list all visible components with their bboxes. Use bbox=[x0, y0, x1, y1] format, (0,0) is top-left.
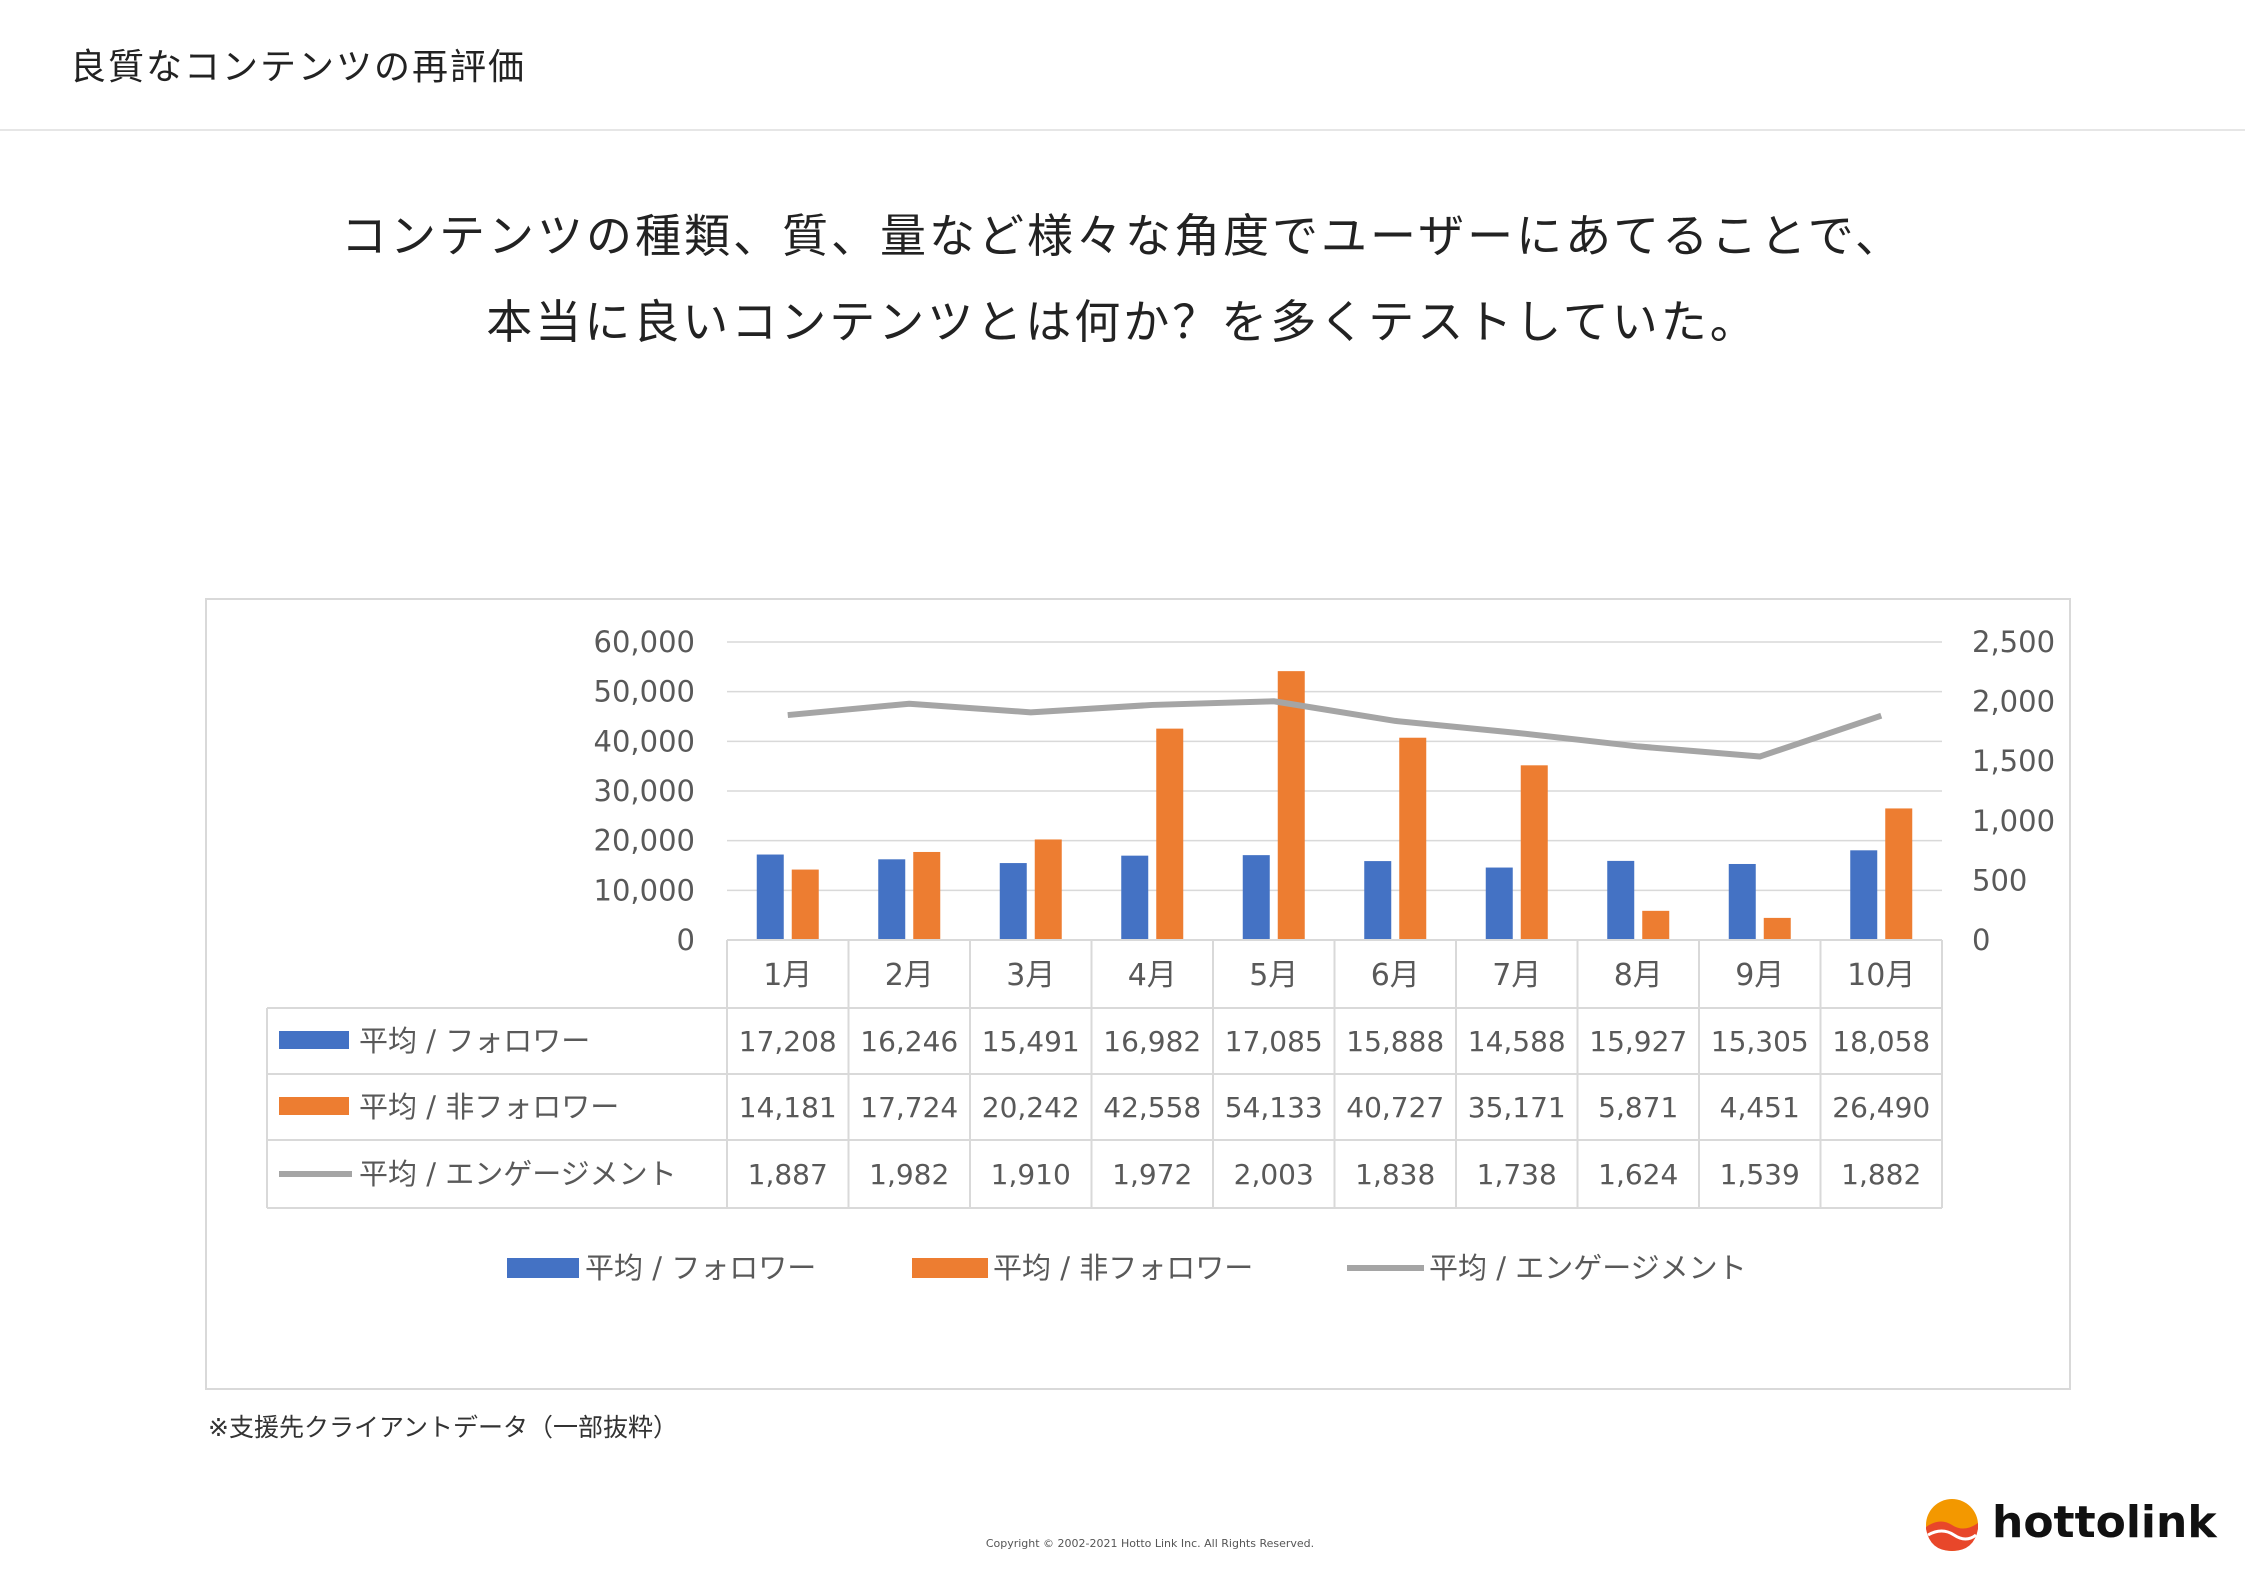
table-cell-value: 15,888 bbox=[1346, 1025, 1444, 1058]
bar-non-follower bbox=[1520, 765, 1548, 940]
y-right-tick-label: 1,000 bbox=[1972, 804, 2055, 838]
table-cell-value: 16,982 bbox=[1103, 1025, 1201, 1058]
source-note: ※支援先クライアントデータ（一部抜粋） bbox=[208, 1413, 678, 1442]
table-cell-value: 17,085 bbox=[1225, 1025, 1323, 1058]
table-cell-value: 17,208 bbox=[739, 1025, 837, 1058]
y-left-tick-label: 0 bbox=[677, 923, 695, 957]
subtitle-line-1: コンテンツの種類、質、量など様々な角度でユーザーにあてることで、 bbox=[341, 209, 1904, 263]
bar-follower bbox=[1607, 860, 1635, 940]
table-cell-value: 16,246 bbox=[860, 1025, 958, 1058]
table-cell-value: 15,305 bbox=[1711, 1025, 1809, 1058]
bar-follower bbox=[1850, 850, 1878, 940]
y-right-tick-label: 0 bbox=[1972, 923, 1990, 957]
bar-follower bbox=[1485, 867, 1513, 940]
x-category-label: 7月 bbox=[1492, 958, 1541, 993]
combo-chart: 0 10,000 20,000 30,000 40,000 50,000 60,000 0 50… bbox=[266, 625, 2055, 1285]
table-cell-value: 1,910 bbox=[991, 1158, 1071, 1191]
table-cell-value: 17,724 bbox=[860, 1091, 958, 1124]
y-left-tick-label: 50,000 bbox=[594, 675, 695, 709]
table-cell-value: 5,871 bbox=[1598, 1091, 1678, 1124]
table-cell-value: 1,887 bbox=[748, 1158, 828, 1191]
legend-label-non-follower: 平均 / 非フォロワー bbox=[993, 1251, 1253, 1285]
legend-swatch-follower bbox=[507, 1258, 579, 1278]
table-series-name: 平均 / 非フォロワー bbox=[359, 1090, 619, 1124]
chart-frame: 0 10,000 20,000 30,000 40,000 50,000 60,000 0 50… bbox=[205, 598, 2071, 1390]
table-cell-value: 1,838 bbox=[1355, 1158, 1435, 1191]
table-cell-value: 1,738 bbox=[1477, 1158, 1557, 1191]
x-category-label: 9月 bbox=[1735, 958, 1784, 993]
table-legend-swatch bbox=[279, 1097, 349, 1115]
table-cell-value: 1,982 bbox=[869, 1158, 949, 1191]
logo-text: hottolink bbox=[1992, 1497, 2217, 1548]
x-category-label: 6月 bbox=[1371, 958, 1420, 993]
table-cell-value: 15,491 bbox=[982, 1025, 1080, 1058]
bar-non-follower bbox=[913, 851, 941, 940]
table-cell-value: 14,181 bbox=[739, 1091, 837, 1124]
table-cell-value: 18,058 bbox=[1832, 1025, 1930, 1058]
x-category-label: 4月 bbox=[1128, 958, 1177, 993]
table-series-name: 平均 / フォロワー bbox=[359, 1024, 590, 1058]
bar-non-follower bbox=[1399, 737, 1427, 940]
bar-non-follower bbox=[791, 869, 819, 940]
x-category-label: 3月 bbox=[1006, 958, 1055, 993]
table-cell-value: 26,490 bbox=[1832, 1091, 1930, 1124]
bar-follower bbox=[1121, 855, 1149, 940]
table-series-name: 平均 / エンゲージメント bbox=[359, 1157, 677, 1191]
logo-sun-icon bbox=[1926, 1499, 1978, 1551]
table-cell-value: 1,972 bbox=[1112, 1158, 1192, 1191]
y-left-tick-label: 30,000 bbox=[594, 774, 695, 808]
table-cell-value: 1,624 bbox=[1598, 1158, 1678, 1191]
legend-label-engagement: 平均 / エンゲージメント bbox=[1429, 1251, 1747, 1285]
table-cell-value: 14,588 bbox=[1468, 1025, 1566, 1058]
x-category-label: 1月 bbox=[763, 958, 812, 993]
table-cell-value: 15,927 bbox=[1589, 1025, 1687, 1058]
y-left-tick-label: 40,000 bbox=[594, 724, 695, 758]
subtitle-line-2: 本当に良いコンテンツとは何か？を多くテストしていた。 bbox=[486, 295, 1759, 349]
hottolink-logo: hottolink bbox=[1922, 1495, 2222, 1555]
table-cell-value: 42,558 bbox=[1103, 1091, 1201, 1124]
x-category-label: 5月 bbox=[1249, 958, 1298, 993]
table-cell-value: 35,171 bbox=[1468, 1091, 1566, 1124]
table-cell-value: 2,003 bbox=[1234, 1158, 1314, 1191]
bar-non-follower bbox=[1642, 910, 1670, 940]
bar-non-follower bbox=[1763, 917, 1791, 940]
table-cell-value: 4,451 bbox=[1720, 1091, 1800, 1124]
bar-follower bbox=[1364, 861, 1392, 940]
bar-non-follower bbox=[1277, 671, 1305, 940]
legend-label-follower: 平均 / フォロワー bbox=[585, 1251, 816, 1285]
bar-follower bbox=[1242, 855, 1270, 940]
x-category-label: 10月 bbox=[1847, 958, 1915, 993]
table-cell-value: 40,727 bbox=[1346, 1091, 1444, 1124]
bar-follower bbox=[756, 854, 784, 940]
legend-swatch-non-follower bbox=[912, 1258, 988, 1278]
y-left-tick-label: 10,000 bbox=[594, 873, 695, 907]
y-left-tick-label: 20,000 bbox=[594, 824, 695, 858]
table-legend-swatch bbox=[279, 1031, 349, 1049]
bar-non-follower bbox=[1034, 839, 1062, 940]
line-engagement bbox=[787, 698, 1883, 760]
y-right-tick-label: 2,500 bbox=[1972, 625, 2055, 659]
x-category-label: 8月 bbox=[1614, 958, 1663, 993]
slide-title: 良質なコンテンツの再評価 bbox=[70, 47, 527, 88]
bar-non-follower bbox=[1885, 808, 1913, 940]
title-divider bbox=[0, 129, 2245, 131]
y-right-tick-label: 2,000 bbox=[1972, 685, 2055, 719]
bar-follower bbox=[878, 859, 906, 940]
table-cell-value: 54,133 bbox=[1225, 1091, 1323, 1124]
copyright: Copyright © 2002-2021 Hotto Link Inc. Al… bbox=[985, 1537, 1315, 1550]
y-right-tick-label: 500 bbox=[1972, 863, 2027, 897]
y-right-tick-label: 1,500 bbox=[1972, 744, 2055, 778]
bar-follower bbox=[999, 863, 1027, 940]
table-cell-value: 20,242 bbox=[982, 1091, 1080, 1124]
bar-non-follower bbox=[1156, 728, 1184, 940]
x-category-label: 2月 bbox=[885, 958, 934, 993]
table-cell-value: 1,539 bbox=[1720, 1158, 1800, 1191]
table-cell-value: 1,882 bbox=[1841, 1158, 1921, 1191]
bar-follower bbox=[1728, 863, 1756, 940]
y-left-tick-label: 60,000 bbox=[594, 625, 695, 659]
